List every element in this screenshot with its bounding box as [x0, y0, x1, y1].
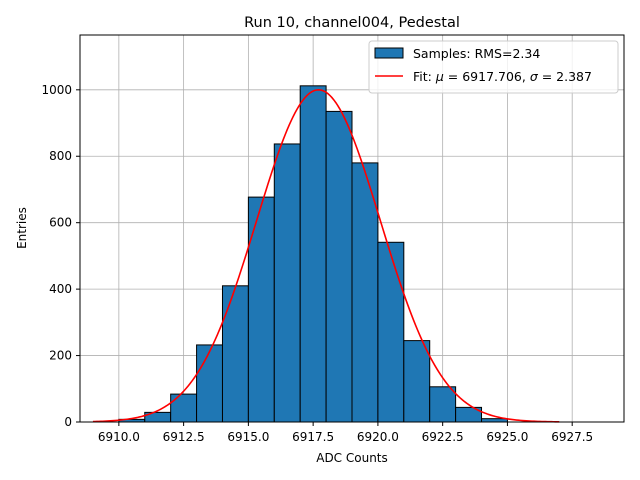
legend-fit-suffix: = 2.387 — [538, 69, 592, 84]
x-tick-label-6: 6925.0 — [486, 430, 528, 444]
fit-curve-layer — [92, 89, 560, 423]
legend-swatch-samples — [374, 47, 404, 59]
histogram-bar-6 — [273, 143, 301, 423]
legend-fit-sigma: σ — [530, 69, 539, 84]
chart-title: Run 10, channel004, Pedestal — [244, 15, 460, 31]
x-tick-label-3: 6917.5 — [292, 430, 334, 444]
fit-curve — [92, 89, 560, 423]
histogram-bar-8 — [325, 110, 353, 423]
x-tick-label-2: 6915.0 — [227, 430, 269, 444]
legend-label-fit: Fit: μ = 6917.706, σ = 2.387 — [413, 69, 592, 84]
legend-fit-prefix: Fit: — [413, 69, 436, 84]
legend-fit-mid: = 6917.706, — [444, 69, 530, 84]
y-tick-label-3: 600 — [49, 216, 72, 230]
histogram-bar-12 — [429, 386, 457, 423]
histogram-bar-5 — [247, 196, 275, 423]
histogram-bar-4 — [221, 285, 249, 423]
histogram-bar-3 — [196, 344, 223, 423]
x-axis-label: ADC Counts — [316, 451, 388, 465]
legend-label-samples: Samples: RMS=2.34 — [413, 46, 540, 61]
x-axis: 6910.0 6912.5 6915.0 6917.5 6920.0 6922.5 6925… — [98, 422, 593, 444]
x-tick-label-1: 6912.5 — [163, 430, 205, 444]
y-axis: 0 200 400 600 800 1000 — [41, 83, 80, 429]
y-tick-label-2: 400 — [49, 282, 72, 296]
x-tick-label-5: 6922.5 — [422, 430, 464, 444]
histogram-bars — [118, 85, 508, 423]
legend: Samples: RMS=2.34 Fit: μ = 6917.706, σ =… — [368, 40, 619, 94]
histogram-bar-2 — [170, 393, 198, 423]
histogram-bar-11 — [403, 340, 431, 423]
y-tick-label-4: 800 — [49, 149, 72, 163]
legend-box — [368, 40, 619, 94]
y-tick-label-5: 1000 — [41, 83, 72, 97]
histogram-bar-10 — [377, 241, 405, 423]
plot-frame — [79, 34, 625, 423]
y-tick-label-0: 0 — [64, 415, 72, 429]
x-tick-label-7: 6927.5 — [551, 430, 593, 444]
legend-fit-mu: μ — [435, 69, 444, 84]
y-axis-label: Entries — [15, 207, 29, 249]
y-tick-label-1: 200 — [49, 349, 72, 363]
x-tick-label-0: 6910.0 — [98, 430, 140, 444]
x-tick-label-4: 6920.0 — [357, 430, 399, 444]
histogram-bar-7 — [299, 85, 327, 423]
